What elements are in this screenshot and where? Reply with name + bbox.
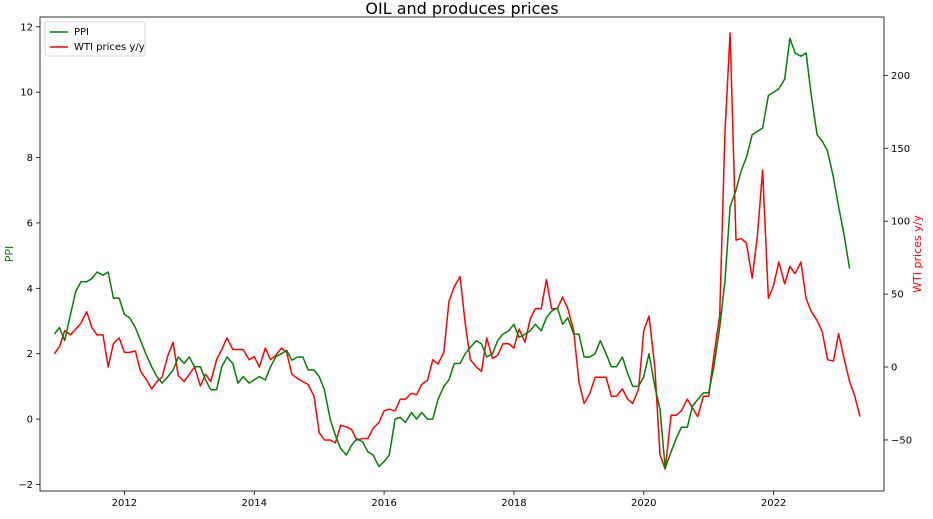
left-y-tick-label: 6 (27, 218, 33, 229)
x-tick-label: 2020 (631, 498, 656, 509)
left-y-tick-label: 8 (27, 153, 33, 164)
chart-title: OIL and produces prices (365, 0, 558, 18)
legend-label-wti: WTI prices y/y (74, 42, 145, 53)
left-y-tick-label: 10 (20, 88, 33, 99)
series-line-wti (53, 32, 861, 470)
x-axis: 2012 2014 2016 2018 2020 2022 (112, 491, 786, 509)
right-y-tick-label: 200 (891, 71, 910, 82)
left-y-tick-label: 0 (27, 415, 33, 426)
series-line-ppi (53, 37, 851, 469)
right-y-tick-label: −50 (891, 435, 912, 446)
x-tick-label: 2018 (501, 498, 526, 509)
right-y-tick-label: 0 (891, 363, 897, 374)
legend-label-ppi: PPI (74, 27, 89, 38)
left-axis-label: PPI (3, 246, 16, 263)
right-y-axis: −50 0 50 100 150 200 (884, 71, 912, 446)
right-axis-label: WTI prices y/y (911, 215, 924, 293)
left-y-tick-label: 12 (20, 22, 33, 33)
x-tick-label: 2014 (242, 498, 267, 509)
left-y-tick-label: 4 (27, 284, 33, 295)
legend: PPI WTI prices y/y (44, 21, 146, 57)
x-tick-label: 2012 (112, 498, 137, 509)
right-y-tick-label: 150 (891, 144, 910, 155)
x-tick-label: 2022 (761, 498, 786, 509)
series-layer (53, 32, 861, 470)
left-y-axis: −2 0 2 4 6 8 10 12 (18, 22, 40, 491)
right-y-tick-label: 50 (891, 290, 904, 301)
legend-box (44, 21, 146, 57)
x-tick-label: 2016 (371, 498, 396, 509)
left-y-tick-label: 2 (27, 349, 33, 360)
right-y-tick-label: 100 (891, 217, 910, 228)
plot-area (39, 16, 885, 492)
left-y-tick-label: −2 (18, 480, 33, 491)
